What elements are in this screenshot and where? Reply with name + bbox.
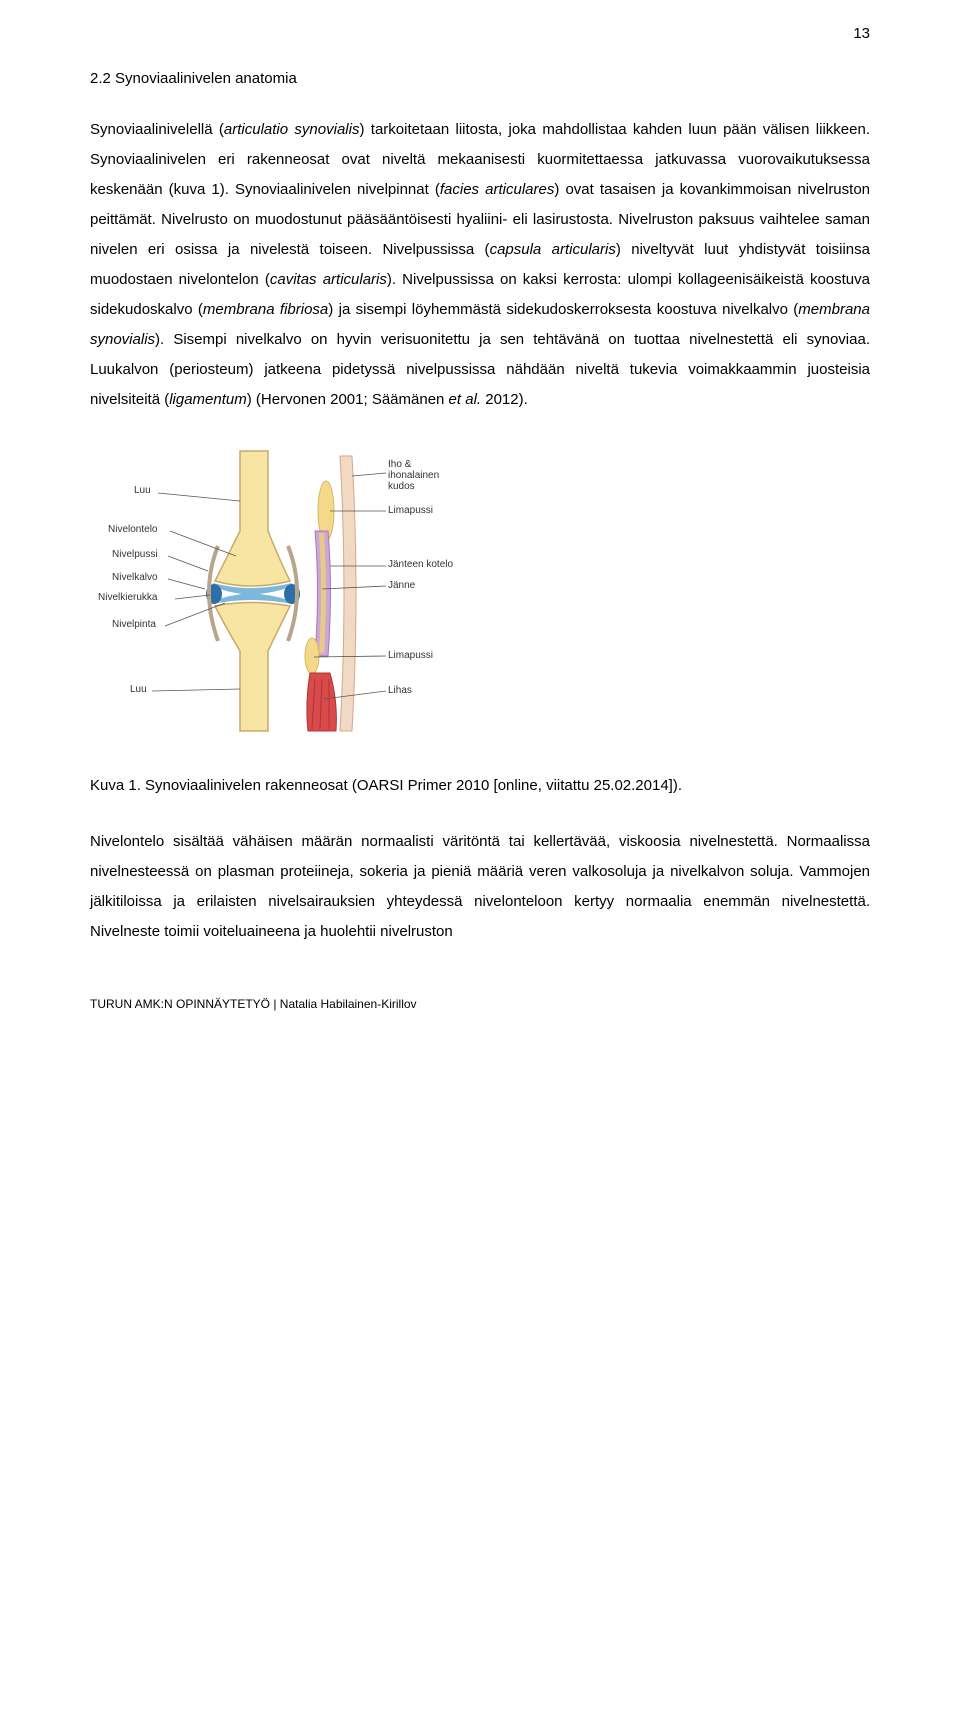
label-iho: Iho & ihonalainen kudos bbox=[388, 459, 458, 492]
label-luu-top: Luu bbox=[134, 485, 151, 496]
footer-text: TURUN AMK:N OPINNÄYTETYÖ | Natalia Habil… bbox=[90, 997, 870, 1011]
page-number: 13 bbox=[853, 25, 870, 42]
label-nivelontelo: Nivelontelo bbox=[108, 524, 157, 535]
label-luu-bottom: Luu bbox=[130, 684, 147, 695]
figure-caption: Kuva 1. Synoviaalinivelen rakenneosat (O… bbox=[90, 771, 870, 801]
label-jänne: Jänne bbox=[388, 580, 415, 591]
label-limapussi-bottom: Limapussi bbox=[388, 650, 433, 661]
knee-diagram: Luu Nivelontelo Nivelpussi Nivelkalvo Ni… bbox=[90, 441, 470, 741]
main-paragraph: Synoviaalinivelellä (articulatio synovia… bbox=[90, 115, 870, 415]
label-jänteen-kotelo: Jänteen kotelo bbox=[388, 559, 453, 570]
label-nivelkalvo: Nivelkalvo bbox=[112, 572, 158, 583]
label-nivelkierukka: Nivelkierukka bbox=[98, 592, 157, 603]
label-lihas: Lihas bbox=[388, 685, 412, 696]
label-nivelpinta: Nivelpinta bbox=[112, 619, 156, 630]
label-limapussi-top: Limapussi bbox=[388, 505, 433, 516]
label-nivelpussi: Nivelpussi bbox=[112, 549, 158, 560]
second-paragraph: Nivelontelo sisältää vähäisen määrän nor… bbox=[90, 827, 870, 947]
section-title: 2.2 Synoviaalinivelen anatomia bbox=[90, 70, 870, 87]
